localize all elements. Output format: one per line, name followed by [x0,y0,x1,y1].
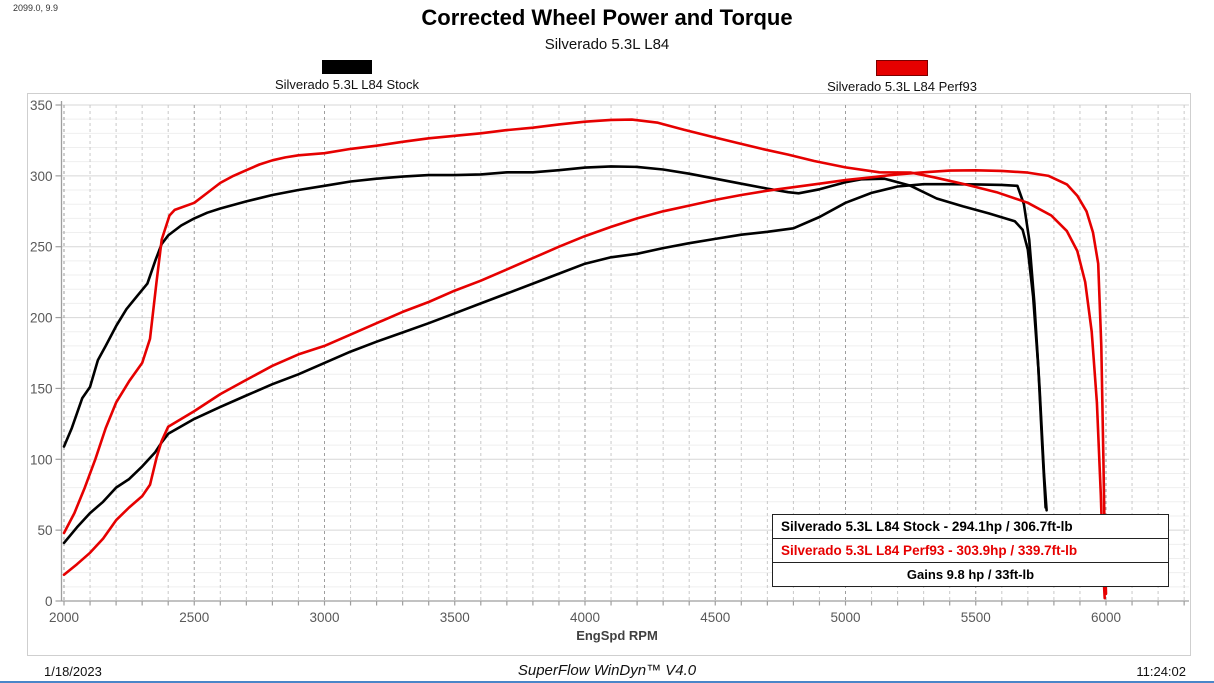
result-gains: Gains 9.8 hp / 33ft-lb [906,567,1035,582]
svg-text:100: 100 [30,452,53,467]
svg-text:6000: 6000 [1091,610,1121,625]
svg-text:300: 300 [30,169,53,184]
svg-text:5500: 5500 [961,610,991,625]
legend-stock-label: Silverado 5.3L L84 Stock [274,77,420,92]
svg-text:2000: 2000 [49,610,79,625]
svg-text:3000: 3000 [309,610,339,625]
svg-text:150: 150 [30,381,53,396]
svg-text:350: 350 [30,98,53,113]
stock-color-swatch [322,60,372,74]
page-title: Corrected Wheel Power and Torque [421,5,793,30]
svg-text:200: 200 [30,311,53,326]
svg-text:4000: 4000 [570,610,600,625]
doc-ref: 2099.0, 9.9 [13,3,59,13]
footer-date: 1/18/2023 [44,664,102,679]
result-stock: Silverado 5.3L L84 Stock - 294.1hp / 306… [773,515,1168,539]
svg-text:3500: 3500 [440,610,470,625]
perf93-color-swatch [876,60,928,76]
legend-stock: Silverado 5.3L L84 Stock [237,60,457,94]
svg-text:0: 0 [45,594,53,609]
svg-text:2500: 2500 [179,610,209,625]
results-box: Silverado 5.3L L84 Stock - 294.1hp / 306… [772,514,1169,587]
x-axis-label: EngSpd RPM [576,628,658,643]
page-subtitle: Silverado 5.3L L84 [544,36,670,53]
result-perf93: Silverado 5.3L L84 Perf93 - 303.9hp / 33… [773,539,1168,563]
svg-text:5000: 5000 [830,610,860,625]
svg-text:50: 50 [37,523,52,538]
window-bottom-border [0,681,1214,683]
footer-software: SuperFlow WinDyn™ V4.0 [517,662,697,679]
svg-text:250: 250 [30,240,53,255]
footer-time: 11:24:02 [1136,664,1186,679]
legend-perf-label: Silverado 5.3L L84 Perf93 [827,79,977,94]
svg-text:4500: 4500 [700,610,730,625]
legend-perf: Silverado 5.3L L84 Perf93 [792,60,1012,96]
